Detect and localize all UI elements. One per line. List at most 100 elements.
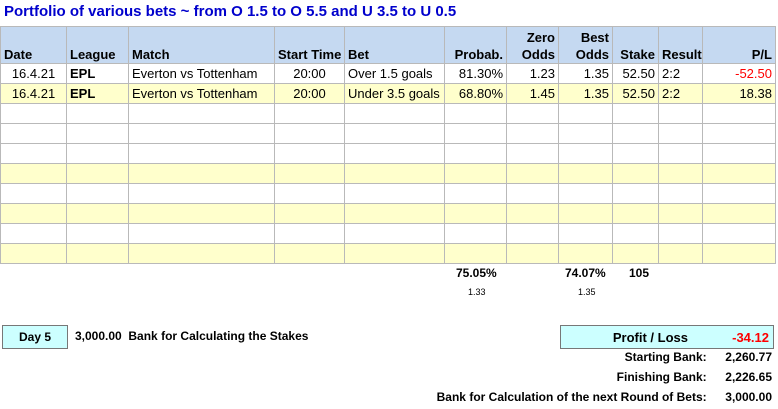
empty-cell[interactable] xyxy=(444,163,507,184)
empty-cell[interactable] xyxy=(612,243,659,264)
empty-cell[interactable] xyxy=(0,163,67,184)
empty-cell[interactable] xyxy=(506,143,559,164)
empty-cell[interactable] xyxy=(702,123,776,144)
empty-cell[interactable] xyxy=(506,203,559,224)
empty-cell[interactable] xyxy=(66,223,129,244)
empty-cell[interactable] xyxy=(702,183,776,204)
cell-best-odds[interactable]: 1.35 xyxy=(558,63,613,84)
cell-pl[interactable]: 18.38 xyxy=(702,83,776,104)
cell-stake[interactable]: 52.50 xyxy=(612,63,659,84)
empty-cell[interactable] xyxy=(558,243,613,264)
empty-cell[interactable] xyxy=(702,103,776,124)
empty-cell[interactable] xyxy=(558,123,613,144)
empty-cell[interactable] xyxy=(344,143,445,164)
empty-cell[interactable] xyxy=(128,143,275,164)
empty-cell[interactable] xyxy=(344,183,445,204)
empty-cell[interactable] xyxy=(66,243,129,264)
header-probab[interactable]: Probab. xyxy=(444,26,507,64)
empty-cell[interactable] xyxy=(0,243,67,264)
empty-cell[interactable] xyxy=(274,103,345,124)
empty-cell[interactable] xyxy=(344,203,445,224)
cell-zero-odds[interactable]: 1.45 xyxy=(506,83,559,104)
cell-zero-odds[interactable]: 1.23 xyxy=(506,63,559,84)
empty-cell[interactable] xyxy=(274,143,345,164)
header-result[interactable]: Result xyxy=(658,26,703,64)
empty-cell[interactable] xyxy=(444,103,507,124)
empty-cell[interactable] xyxy=(558,143,613,164)
empty-cell[interactable] xyxy=(128,123,275,144)
empty-cell[interactable] xyxy=(0,143,67,164)
cell-best-odds[interactable]: 1.35 xyxy=(558,83,613,104)
empty-cell[interactable] xyxy=(658,103,703,124)
empty-cell[interactable] xyxy=(702,143,776,164)
cell-bet[interactable]: Over 1.5 goals xyxy=(344,63,445,84)
header-bet[interactable]: Bet xyxy=(344,26,445,64)
empty-cell[interactable] xyxy=(702,223,776,244)
header-league[interactable]: League xyxy=(66,26,129,64)
empty-cell[interactable] xyxy=(658,123,703,144)
empty-cell[interactable] xyxy=(0,203,67,224)
empty-cell[interactable] xyxy=(344,223,445,244)
empty-cell[interactable] xyxy=(344,163,445,184)
empty-cell[interactable] xyxy=(444,123,507,144)
empty-cell[interactable] xyxy=(128,243,275,264)
empty-cell[interactable] xyxy=(344,103,445,124)
empty-cell[interactable] xyxy=(558,223,613,244)
empty-cell[interactable] xyxy=(506,163,559,184)
empty-cell[interactable] xyxy=(66,163,129,184)
empty-cell[interactable] xyxy=(558,183,613,204)
empty-cell[interactable] xyxy=(128,163,275,184)
empty-cell[interactable] xyxy=(344,123,445,144)
empty-cell[interactable] xyxy=(506,123,559,144)
cell-date[interactable]: 16.4.21 xyxy=(0,83,67,104)
empty-cell[interactable] xyxy=(66,123,129,144)
empty-cell[interactable] xyxy=(0,123,67,144)
empty-cell[interactable] xyxy=(128,223,275,244)
empty-cell[interactable] xyxy=(274,163,345,184)
empty-cell[interactable] xyxy=(702,203,776,224)
empty-cell[interactable] xyxy=(128,203,275,224)
empty-cell[interactable] xyxy=(612,203,659,224)
header-zero-odds[interactable]: Zero Odds xyxy=(506,26,559,64)
empty-cell[interactable] xyxy=(444,143,507,164)
empty-cell[interactable] xyxy=(612,223,659,244)
empty-cell[interactable] xyxy=(658,203,703,224)
cell-probab[interactable]: 81.30% xyxy=(444,63,507,84)
empty-cell[interactable] xyxy=(612,183,659,204)
empty-cell[interactable] xyxy=(274,243,345,264)
cell-date[interactable]: 16.4.21 xyxy=(0,63,67,84)
empty-cell[interactable] xyxy=(658,163,703,184)
header-match[interactable]: Match xyxy=(128,26,275,64)
empty-cell[interactable] xyxy=(444,223,507,244)
empty-cell[interactable] xyxy=(274,183,345,204)
empty-cell[interactable] xyxy=(444,203,507,224)
header-best-odds[interactable]: Best Odds xyxy=(558,26,613,64)
empty-cell[interactable] xyxy=(66,183,129,204)
empty-cell[interactable] xyxy=(444,183,507,204)
empty-cell[interactable] xyxy=(702,243,776,264)
empty-cell[interactable] xyxy=(274,203,345,224)
empty-cell[interactable] xyxy=(0,183,67,204)
empty-cell[interactable] xyxy=(558,103,613,124)
cell-match[interactable]: Everton vs Tottenham xyxy=(128,83,275,104)
empty-cell[interactable] xyxy=(0,103,67,124)
empty-cell[interactable] xyxy=(444,243,507,264)
empty-cell[interactable] xyxy=(0,223,67,244)
empty-cell[interactable] xyxy=(658,243,703,264)
empty-cell[interactable] xyxy=(558,163,613,184)
empty-cell[interactable] xyxy=(128,183,275,204)
cell-league[interactable]: EPL xyxy=(66,63,129,84)
cell-result[interactable]: 2:2 xyxy=(658,83,703,104)
empty-cell[interactable] xyxy=(344,243,445,264)
empty-cell[interactable] xyxy=(612,143,659,164)
empty-cell[interactable] xyxy=(274,223,345,244)
empty-cell[interactable] xyxy=(66,103,129,124)
cell-match[interactable]: Everton vs Tottenham xyxy=(128,63,275,84)
cell-time[interactable]: 20:00 xyxy=(274,83,345,104)
cell-pl[interactable]: -52.50 xyxy=(702,63,776,84)
cell-bet[interactable]: Under 3.5 goals xyxy=(344,83,445,104)
empty-cell[interactable] xyxy=(274,123,345,144)
header-date[interactable]: Date xyxy=(0,26,67,64)
empty-cell[interactable] xyxy=(612,163,659,184)
empty-cell[interactable] xyxy=(612,103,659,124)
